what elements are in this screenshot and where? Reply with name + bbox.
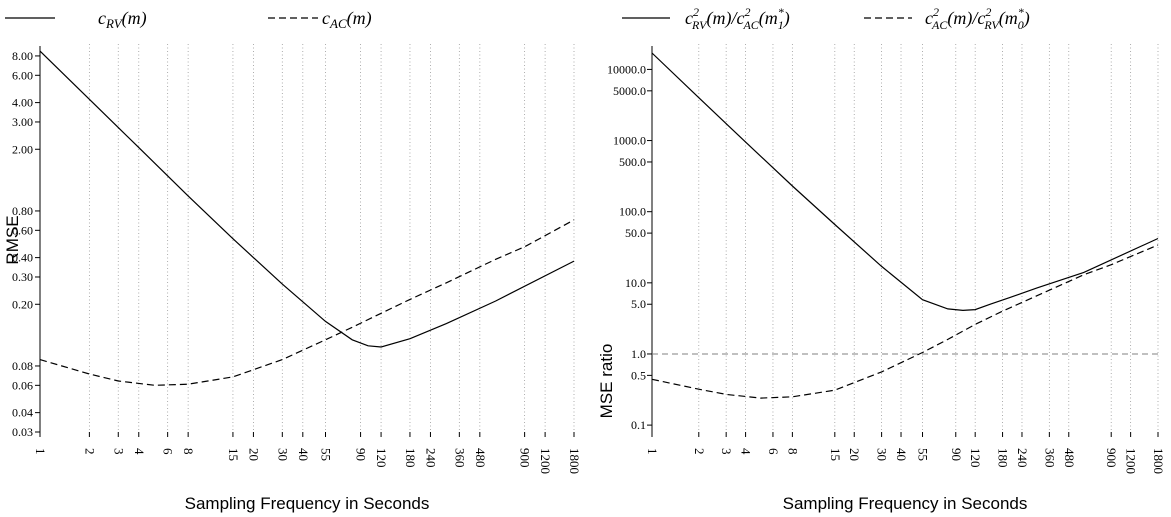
x-tick-label: 1800 bbox=[567, 448, 582, 474]
y-tick-label: 0.08 bbox=[12, 359, 33, 373]
x-tick-label: 55 bbox=[318, 448, 333, 461]
y-axis-title: MSE ratio bbox=[597, 344, 616, 419]
x-tick-label: 900 bbox=[518, 448, 533, 468]
x-tick-label: 360 bbox=[452, 448, 467, 468]
y-tick-label: 1.0 bbox=[631, 347, 646, 361]
x-tick-label: 40 bbox=[296, 448, 311, 461]
x-tick-label: 900 bbox=[1104, 448, 1119, 468]
x-tick-label: 6 bbox=[766, 448, 781, 455]
y-tick-label: 0.20 bbox=[12, 297, 33, 311]
y-tick-label: 0.40 bbox=[12, 251, 33, 265]
x-axis-title: Sampling Frequency in Seconds bbox=[185, 494, 430, 513]
legend: c2 RV(m)/c2 AC(m* 1) c2 AC(m)/c2 RV(m* 0) bbox=[622, 5, 1030, 32]
chart-panel-2: 0.1 0.5 1.0 5.0 10.0 50.0 100.0 500.0 1000.0 5000… bbox=[597, 5, 1166, 513]
legend-label: c2 RV(m)/c2 AC(m* 1) bbox=[685, 5, 790, 32]
x-tick-label: 4 bbox=[132, 448, 147, 455]
x-tick-label: 4 bbox=[739, 448, 754, 455]
y-tick-label: 4.00 bbox=[12, 96, 33, 110]
y-axis-title: RMSE bbox=[3, 215, 22, 264]
chart-panel-1: 0.03 0.04 0.06 0.08 0.20 0.30 0.40 0.60 0.80 2.00… bbox=[3, 8, 582, 513]
y-tick-label: 5000.0 bbox=[613, 84, 646, 98]
x-tick-label: 1800 bbox=[1151, 448, 1166, 474]
y-tick-label: 0.5 bbox=[631, 368, 646, 382]
x-tick-label: 3 bbox=[719, 448, 734, 455]
series-line-1 bbox=[651, 52, 1159, 312]
x-tick-label: 120 bbox=[968, 448, 983, 468]
x-tick-label: 90 bbox=[949, 448, 964, 461]
x-tick-label: 20 bbox=[847, 448, 862, 461]
legend-label: cRV(m) bbox=[98, 8, 147, 31]
y-tick-label: 6.00 bbox=[12, 68, 33, 82]
x-tick-label: 1200 bbox=[1124, 448, 1139, 474]
y-tick-label: 0.04 bbox=[12, 406, 33, 420]
x-tick-label: 480 bbox=[1062, 448, 1077, 468]
x-tick-label: 30 bbox=[875, 448, 890, 461]
y-tick-label: 0.80 bbox=[12, 204, 33, 218]
y-tick-label: 0.60 bbox=[12, 223, 33, 237]
x-tick-label: 240 bbox=[1015, 448, 1030, 468]
y-tick-label: 0.30 bbox=[12, 270, 33, 284]
x-tick-label: 8 bbox=[181, 448, 196, 455]
y-tick-label: 10.0 bbox=[625, 276, 646, 290]
y-tick-label: 0.06 bbox=[12, 378, 33, 392]
x-tick-label: 2 bbox=[692, 448, 707, 455]
y-tick-label: 100.0 bbox=[619, 205, 646, 219]
x-tick-label: 6 bbox=[161, 448, 176, 455]
y-tick-label: 0.1 bbox=[631, 418, 646, 432]
x-tick-label: 55 bbox=[916, 448, 931, 461]
x-tick-label: 240 bbox=[423, 448, 438, 468]
x-tick-label: 90 bbox=[354, 448, 369, 461]
x-tick-label: 180 bbox=[403, 448, 418, 468]
legend-label: c2 AC(m)/c2 RV(m* 0) bbox=[925, 5, 1030, 32]
x-tick-label: 1 bbox=[645, 448, 660, 455]
x-tick-label: 120 bbox=[374, 448, 389, 468]
x-tick-label: 30 bbox=[275, 448, 290, 461]
x-tick-label: 360 bbox=[1042, 448, 1057, 468]
y-tick-label: 2.00 bbox=[12, 142, 33, 156]
y-tick-label: 50.0 bbox=[625, 226, 646, 240]
y-tick-label: 10000.0 bbox=[607, 62, 646, 76]
x-tick-label: 20 bbox=[246, 448, 261, 461]
x-tick-label: 40 bbox=[894, 448, 909, 461]
series-line-2 bbox=[39, 219, 575, 386]
x-tick-label: 15 bbox=[226, 448, 241, 461]
y-tick-label: 500.0 bbox=[619, 155, 646, 169]
y-tick-label: 0.03 bbox=[12, 425, 33, 439]
x-tick-label: 8 bbox=[785, 448, 800, 455]
x-tick-label: 180 bbox=[996, 448, 1011, 468]
y-tick-label: 8.00 bbox=[12, 49, 33, 63]
y-tick-label: 3.00 bbox=[12, 115, 33, 129]
series-line-1 bbox=[39, 50, 575, 348]
y-tick-label: 5.0 bbox=[631, 297, 646, 311]
y-tick-label: 1000.0 bbox=[613, 134, 646, 148]
series-line-2 bbox=[651, 244, 1159, 399]
x-tick-label: 1200 bbox=[538, 448, 553, 474]
legend-label: cAC(m) bbox=[322, 8, 372, 31]
x-tick-label: 15 bbox=[828, 448, 843, 461]
legend: cRV(m) cAC(m) bbox=[5, 8, 372, 31]
x-tick-label: 480 bbox=[473, 448, 488, 468]
x-tick-label: 1 bbox=[33, 448, 48, 455]
x-tick-label: 3 bbox=[111, 448, 126, 455]
x-axis-title: Sampling Frequency in Seconds bbox=[783, 494, 1028, 513]
x-tick-label: 2 bbox=[82, 448, 97, 455]
